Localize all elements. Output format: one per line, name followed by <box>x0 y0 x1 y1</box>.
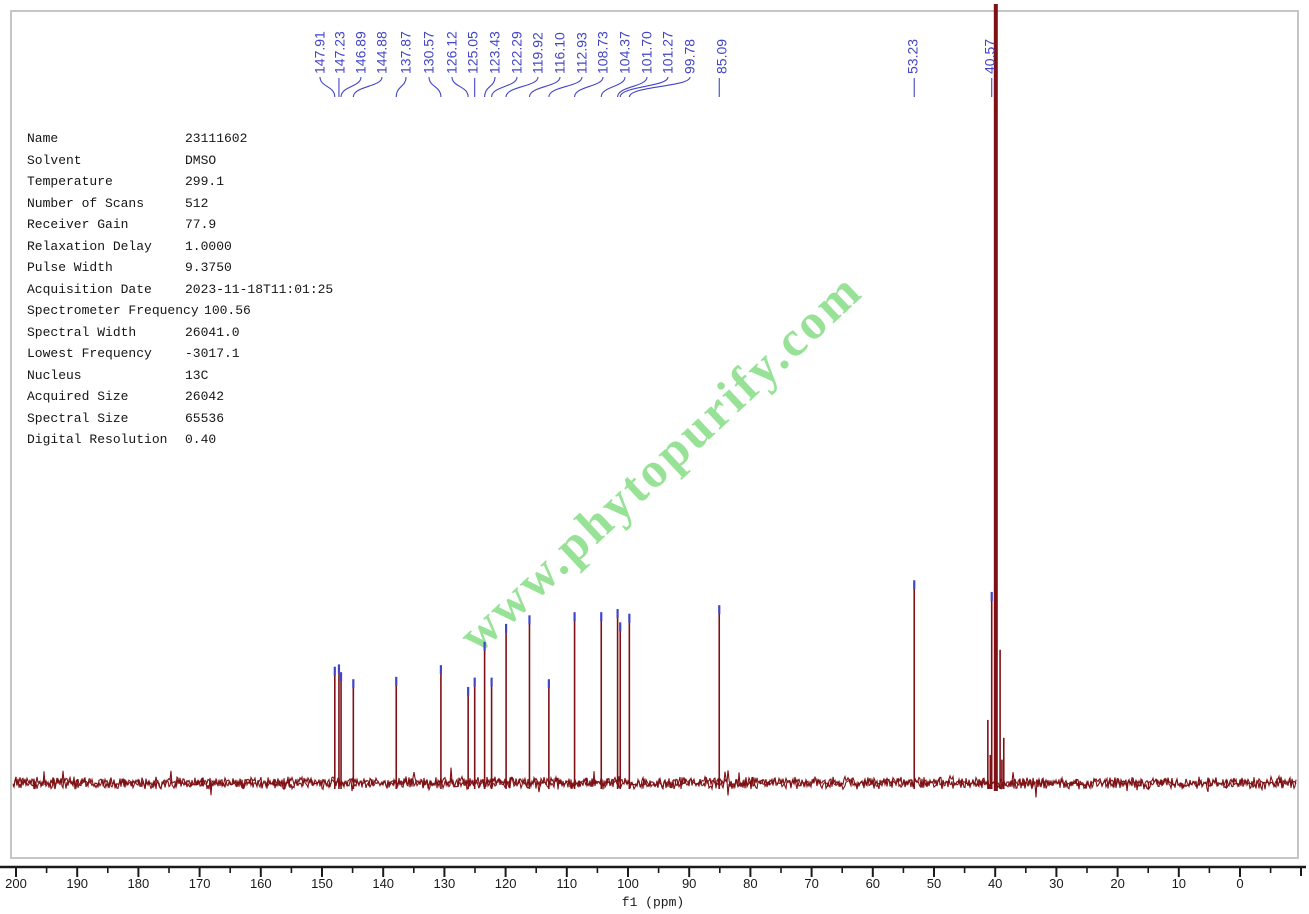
peak-connector <box>628 76 691 98</box>
peak-connector <box>617 76 648 98</box>
peak-label: 147.23 <box>332 31 348 74</box>
peak-label: 123.43 <box>487 31 503 74</box>
parameter-value: 299.1 <box>185 174 225 189</box>
peak-label: 130.57 <box>421 31 437 74</box>
axis-tick-label: 130 <box>434 876 456 891</box>
parameter-value: 0.40 <box>185 432 217 447</box>
parameter-value: 100.56 <box>204 303 251 318</box>
axis-tick-label: 100 <box>617 876 639 891</box>
parameter-label: Name <box>27 131 59 146</box>
parameter-value: 1.0000 <box>185 238 232 254</box>
parameter-label: Pulse Width <box>27 260 113 275</box>
axis-tick-label: 70 <box>804 876 818 891</box>
parameter-label: Receiver Gain <box>27 217 129 232</box>
axis-tick-label: 120 <box>495 876 517 891</box>
peak-label: 112.93 <box>574 32 590 74</box>
peak-labels: 147.91 147.23 146.89 144.88 137.87 130.57 126.… <box>312 31 998 98</box>
parameter-label: Lowest Frequency <box>27 346 152 361</box>
axis-tick-label: 60 <box>866 876 880 891</box>
peak-connector <box>319 76 336 98</box>
noise-trace <box>12 767 1297 798</box>
parameter-label: Number of Scans <box>27 195 145 211</box>
parameter-value: 26041.0 <box>185 324 240 340</box>
axis-tick-label: 200 <box>5 876 27 891</box>
peak-connector <box>451 76 469 98</box>
axis-title: f1 (ppm) <box>622 895 684 910</box>
parameter-label: Spectral Width <box>27 324 137 340</box>
peak-label: 53.23 <box>905 39 921 74</box>
peak-label: 116.10 <box>552 32 568 74</box>
parameter-value: DMSO <box>185 152 217 168</box>
axis-tick-label: 40 <box>988 876 1002 891</box>
x-axis: 200 190 180 170 160 150 140 130 120 110 100 90 80 70 6… <box>0 865 1306 910</box>
parameter-label: Spectrometer Frequency <box>27 303 199 318</box>
axis-tick-label: 160 <box>250 876 272 891</box>
peak-connector <box>484 76 496 98</box>
axis-tick-label: 30 <box>1049 876 1063 891</box>
parameter-value: 512 <box>185 195 209 211</box>
axis-tick-label: 110 <box>556 876 577 891</box>
axis-tick-label: 80 <box>743 876 757 891</box>
peak-label: 104.37 <box>617 31 633 74</box>
parameter-label: Nucleus <box>27 367 82 383</box>
peak-label: 101.70 <box>639 31 655 74</box>
axis-tick-label: 90 <box>682 876 696 891</box>
parameter-value: 23111602 <box>185 131 248 146</box>
axis-tick-label: 10 <box>1172 876 1186 891</box>
peak-label: 144.88 <box>374 31 390 74</box>
peak-connector <box>600 76 626 98</box>
parameter-label: Solvent <box>27 152 82 168</box>
peak-label: 125.05 <box>465 31 481 74</box>
peak-label: 147.91 <box>312 31 328 74</box>
parameter-label: Acquired Size <box>27 389 129 404</box>
peak-label: 101.27 <box>660 31 676 74</box>
plot-frame <box>10 10 1299 859</box>
peak-label: 119.92 <box>530 32 546 74</box>
peak-label: 108.73 <box>595 31 611 74</box>
axis-tick-label: 180 <box>128 876 150 891</box>
parameter-value: 13C <box>185 367 209 383</box>
peak-label: 137.87 <box>398 31 414 74</box>
peak-label: 40.57 <box>982 39 998 74</box>
parameter-value: 9.3750 <box>185 260 232 275</box>
peak-label: 126.12 <box>444 31 460 74</box>
parameter-value: 26042 <box>185 389 225 404</box>
parameter-label: Digital Resolution <box>27 432 168 447</box>
parameter-label: Temperature <box>27 174 113 189</box>
parameter-label: Spectral Size <box>27 410 129 426</box>
peak-connector <box>548 76 583 98</box>
parameter-value: 2023-11-18T11:01:25 <box>185 281 334 297</box>
axis-tick-label: 0 <box>1236 876 1243 891</box>
axis-tick-label: 20 <box>1110 876 1124 891</box>
axis-tick-label: 50 <box>927 876 941 891</box>
axis-tick-label: 170 <box>189 876 211 891</box>
axis-tick-label: 190 <box>66 876 88 891</box>
parameter-label: Acquisition Date <box>27 281 152 297</box>
peak-label: 99.78 <box>682 39 698 74</box>
parameter-value: 77.9 <box>185 217 217 232</box>
axis-tick-label: 140 <box>372 876 394 891</box>
peak-label: 146.89 <box>353 31 369 74</box>
parameter-value: 65536 <box>185 410 225 426</box>
peak-lines <box>333 4 1005 791</box>
axis-tick-label: 150 <box>311 876 333 891</box>
peak-label: 122.29 <box>509 31 525 74</box>
peak-label: 85.09 <box>714 39 730 74</box>
peak-connector <box>340 76 362 98</box>
peak-connector <box>352 76 383 98</box>
peak-connector <box>574 76 604 98</box>
parameter-label: Relaxation Delay <box>27 238 152 254</box>
peak-connector <box>528 76 561 98</box>
peak-connector <box>491 76 518 98</box>
peak-connector <box>619 76 669 98</box>
peak-connector <box>395 76 407 98</box>
peak-markers <box>333 580 993 696</box>
peak-connector <box>428 76 442 98</box>
parameter-value: -3017.1 <box>185 346 240 361</box>
peak-connector <box>505 76 539 98</box>
